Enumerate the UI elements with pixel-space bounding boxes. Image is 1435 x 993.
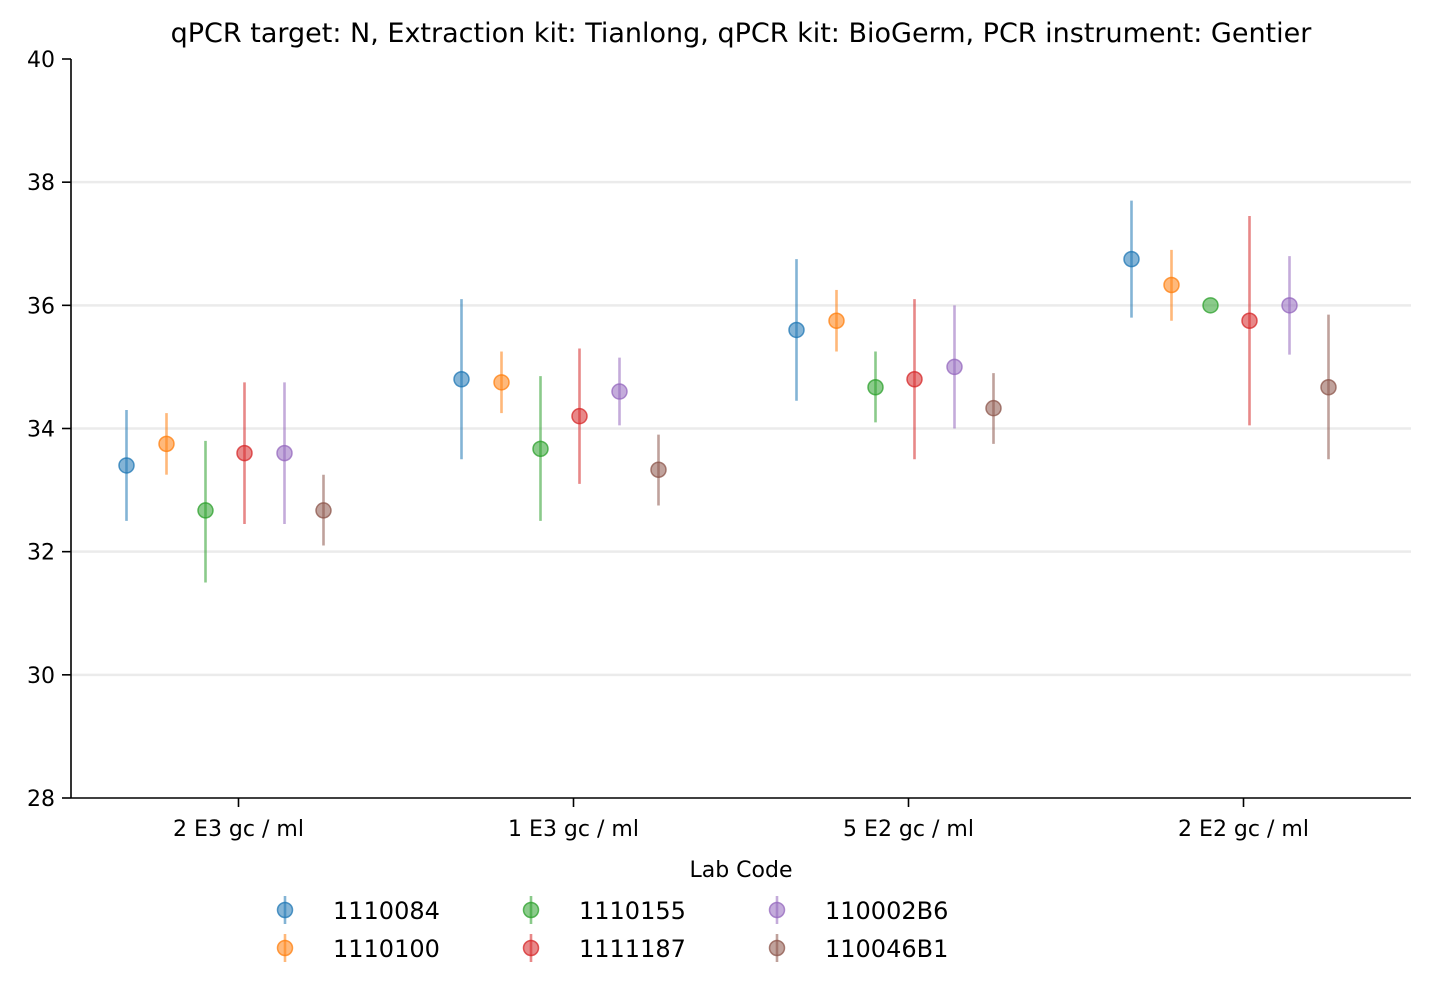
data-point-1111187-2 <box>906 370 923 388</box>
legend-marker-1110100 <box>276 939 294 957</box>
chart-title: qPCR target: N, Extraction kit: Tianlong… <box>171 18 1313 49</box>
y-tick-label-4: 36 <box>27 294 55 319</box>
y-tick-label-0: 28 <box>27 787 55 812</box>
data-point-1111187-0 <box>236 444 253 462</box>
data-point-1110084-0 <box>118 457 135 474</box>
x-tick-label-3: 2 E2 gc / ml <box>1178 817 1309 842</box>
data-point-1110100-3 <box>1163 276 1180 294</box>
data-point-110002b6-3 <box>1281 297 1298 314</box>
y-tick-label-1: 30 <box>27 664 55 689</box>
legend-entry-110002b6: 110002B6 <box>768 896 948 925</box>
legend-entry-1110100: 1110100 <box>276 934 440 963</box>
data-point-1110100-0 <box>158 435 175 453</box>
series-110002b6 <box>276 256 1298 524</box>
data-point-1111187-1 <box>571 407 588 425</box>
data-point-1110084-1 <box>453 370 470 388</box>
legend-label-1110155: 1110155 <box>579 897 686 925</box>
legend-label-1110084: 1110084 <box>333 897 440 925</box>
x-tick-label-0: 2 E3 gc / ml <box>173 817 304 842</box>
data-point-1110100-1 <box>493 374 510 391</box>
legend-entry-1111187: 1111187 <box>522 934 686 963</box>
data-point-110002b6-2 <box>946 358 963 376</box>
series-1110100 <box>158 249 1180 475</box>
legend-entry-110046b1: 110046B1 <box>768 934 948 963</box>
legend-label-1110100: 1110100 <box>333 935 440 963</box>
data-point-110046b1-0 <box>315 502 332 519</box>
data-point-110002b6-1 <box>611 383 628 400</box>
y-tick-label-2: 32 <box>27 541 55 566</box>
series-1111187 <box>236 216 1258 524</box>
axes: 28 30 32 34 36 38 40 2 E3 gc / ml 1 E3 gc / ml 5 … <box>27 48 1411 842</box>
y-tick-label-3: 34 <box>27 418 55 443</box>
y-tick-label-6: 40 <box>27 48 55 73</box>
legend-entry-1110155: 1110155 <box>522 896 686 925</box>
data-point-1110155-0 <box>197 502 214 519</box>
data-point-110002b6-0 <box>276 444 293 462</box>
series-1110084 <box>118 200 1140 521</box>
data-point-110046b1-3 <box>1320 378 1337 396</box>
y-tick-label-5: 38 <box>27 171 55 196</box>
data-point-1110155-1 <box>532 440 549 458</box>
legend-marker-1110084 <box>276 901 294 919</box>
legend-title: Lab Code <box>689 858 792 883</box>
x-tick-label-1: 1 E3 gc / ml <box>508 817 639 842</box>
legend-label-110002b6: 110002B6 <box>825 897 948 925</box>
series-1110155 <box>197 297 1219 583</box>
legend-marker-110002b6 <box>768 901 786 919</box>
data-point-1110155-3 <box>1202 297 1219 314</box>
legend: Lab Code 1110084 1110100 1110155 1111187 110… <box>276 858 948 963</box>
legend-label-1111187: 1111187 <box>579 935 686 963</box>
data-point-110046b1-2 <box>985 399 1002 417</box>
grid-lines <box>71 180 1411 677</box>
legend-marker-110046b1 <box>768 939 786 957</box>
series-110046b1 <box>315 314 1337 546</box>
data-point-1110084-2 <box>788 321 805 339</box>
data-point-1111187-3 <box>1241 312 1258 329</box>
x-tick-label-2: 5 E2 gc / ml <box>843 817 974 842</box>
data-point-110046b1-1 <box>650 461 667 479</box>
data-point-1110155-2 <box>867 378 884 396</box>
legend-label-110046b1: 110046B1 <box>825 935 948 963</box>
legend-marker-1111187 <box>522 939 540 957</box>
data-point-1110084-3 <box>1123 250 1140 268</box>
data-marks <box>118 200 1337 583</box>
legend-entry-1110084: 1110084 <box>276 896 440 925</box>
data-point-1110100-2 <box>828 312 845 329</box>
legend-marker-1110155 <box>522 901 540 919</box>
